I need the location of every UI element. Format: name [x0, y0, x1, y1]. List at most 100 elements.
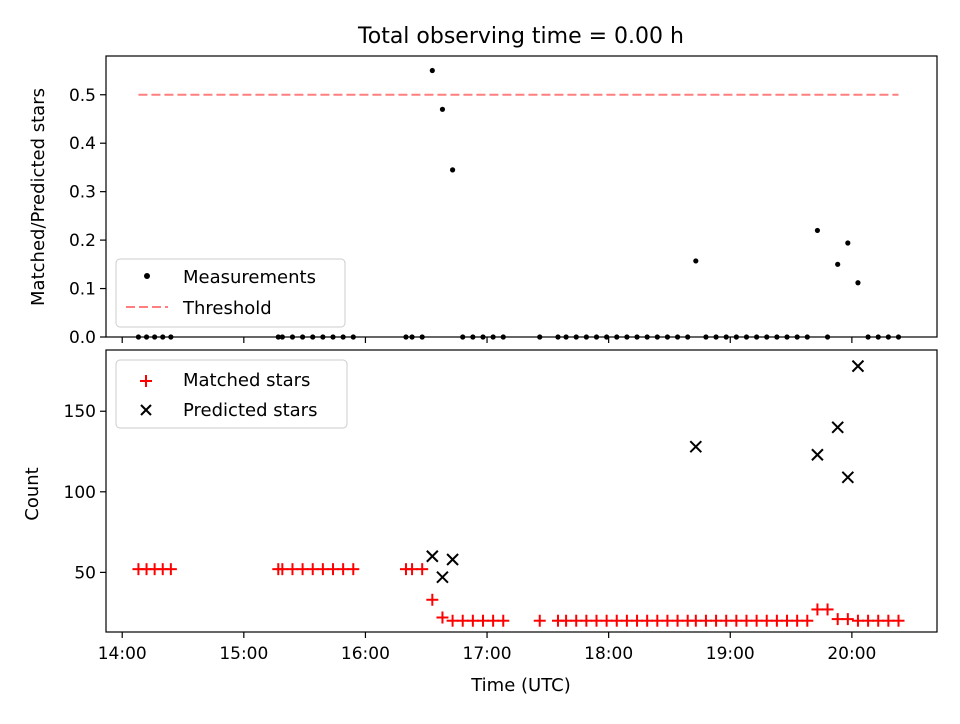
- matched-point: [781, 614, 794, 627]
- matched-point: [580, 614, 593, 627]
- count-axes-frame: [105, 349, 938, 633]
- matched-point: [296, 563, 309, 576]
- count-legend: Matched stars Predicted stars: [115, 359, 348, 429]
- measurement-point: [845, 240, 851, 246]
- matched-point: [750, 614, 763, 627]
- count-x-axis: 14:00 15:00 16:00 17:00 18:00 19:00 20:00: [98, 632, 876, 664]
- ratio-x-ticks: [121, 337, 853, 343]
- ratio-legend-box: [115, 258, 346, 328]
- measurement-point: [814, 227, 821, 234]
- x-tick-label: 15:00: [219, 644, 268, 664]
- count-y-tick-label: 50: [74, 563, 96, 583]
- matched-point: [276, 563, 289, 576]
- matched-point: [651, 614, 664, 627]
- matched-point: [851, 614, 864, 627]
- legend-measurements-label: Measurements: [183, 267, 316, 288]
- matched-point: [560, 614, 573, 627]
- matched-point: [327, 563, 340, 576]
- predicted-point: [851, 359, 865, 373]
- matched-point: [456, 614, 469, 627]
- matched-point: [306, 563, 319, 576]
- legend-measurement-marker: [144, 273, 150, 279]
- matched-point: [476, 614, 489, 627]
- matched-point: [699, 614, 712, 627]
- matched-point: [337, 563, 350, 576]
- legend-matched-label: Matched stars: [183, 370, 310, 391]
- matched-point: [892, 614, 905, 627]
- matched-point: [487, 614, 500, 627]
- predicted-point: [426, 550, 439, 563]
- matched-point: [872, 614, 885, 627]
- count-y-axis: 50 100 150: [64, 402, 106, 583]
- count-legend-box: [115, 359, 348, 429]
- count-y-tick-label: 150: [64, 402, 96, 422]
- matched-point: [720, 614, 733, 627]
- x-tick-label: 17:00: [463, 644, 512, 664]
- matched-point: [590, 614, 603, 627]
- count-y-axis-label: Count: [22, 467, 43, 520]
- matched-point: [497, 614, 510, 627]
- count-marks: [132, 359, 905, 627]
- measurement-point: [429, 67, 435, 74]
- x-tick-label: 14:00: [98, 644, 147, 664]
- measurement-point: [835, 261, 841, 267]
- matched-point: [730, 614, 743, 627]
- matched-point: [446, 614, 459, 627]
- matched-point: [831, 613, 844, 626]
- ratio-legend: Measurements Threshold: [115, 258, 346, 328]
- ratio-y-tick-label: 0.3: [69, 183, 96, 203]
- matched-point: [436, 611, 449, 624]
- matched-point: [661, 614, 674, 627]
- predicted-point: [811, 448, 824, 461]
- matched-point: [801, 614, 814, 627]
- measurement-point: [449, 167, 456, 173]
- ratio-y-tick-label: 0.0: [69, 328, 96, 348]
- matched-point: [811, 603, 824, 616]
- ratio-y-tick-label: 0.1: [69, 280, 96, 300]
- x-tick-label: 19:00: [706, 644, 755, 664]
- matched-point: [347, 563, 360, 576]
- x-axis-label: Time (UTC): [470, 675, 571, 696]
- matched-point: [406, 563, 419, 576]
- measurement-point: [855, 280, 861, 286]
- ratio-panel: 0.0 0.1 0.2 0.3 0.4 0.5 Matched/Predicted sta…: [28, 55, 938, 348]
- matched-point: [316, 563, 329, 576]
- matched-point: [600, 614, 613, 627]
- x-tick-label: 20:00: [827, 644, 876, 664]
- measurement-point: [693, 258, 699, 264]
- predicted-point: [831, 421, 844, 434]
- matched-point: [671, 614, 684, 627]
- matched-point: [641, 614, 654, 627]
- matched-point: [286, 563, 299, 576]
- x-tick-label: 18:00: [584, 644, 633, 664]
- matched-point: [466, 614, 479, 627]
- ratio-y-tick-label: 0.5: [69, 86, 96, 106]
- x-tick-label: 16:00: [341, 644, 390, 664]
- figure-title: Total observing time = 0.00 h: [357, 24, 684, 49]
- predicted-point: [689, 440, 703, 453]
- matched-point: [760, 614, 773, 627]
- matched-point: [533, 614, 546, 627]
- matched-point: [791, 614, 804, 627]
- legend-threshold-label: Threshold: [182, 298, 272, 319]
- ratio-y-tick-label: 0.2: [69, 231, 96, 251]
- matched-point: [416, 563, 429, 576]
- matched-point: [862, 614, 875, 627]
- matched-point: [426, 593, 439, 606]
- measurement-point: [439, 106, 446, 112]
- ratio-y-axis: 0.0 0.1 0.2 0.3 0.4 0.5: [69, 86, 106, 348]
- legend-predicted-marker: [140, 404, 152, 416]
- matched-point: [631, 614, 644, 627]
- matched-point: [740, 614, 753, 627]
- ratio-y-axis-label: Matched/Predicted stars: [28, 88, 49, 306]
- matched-point: [821, 603, 834, 616]
- ratio-y-tick-label: 0.4: [69, 134, 96, 154]
- legend-predicted-label: Predicted stars: [183, 400, 317, 421]
- matched-point: [164, 563, 177, 576]
- ratio-axes-frame: [105, 55, 938, 338]
- predicted-point: [436, 571, 449, 584]
- predicted-point: [446, 553, 459, 566]
- count-y-tick-label: 100: [64, 483, 96, 503]
